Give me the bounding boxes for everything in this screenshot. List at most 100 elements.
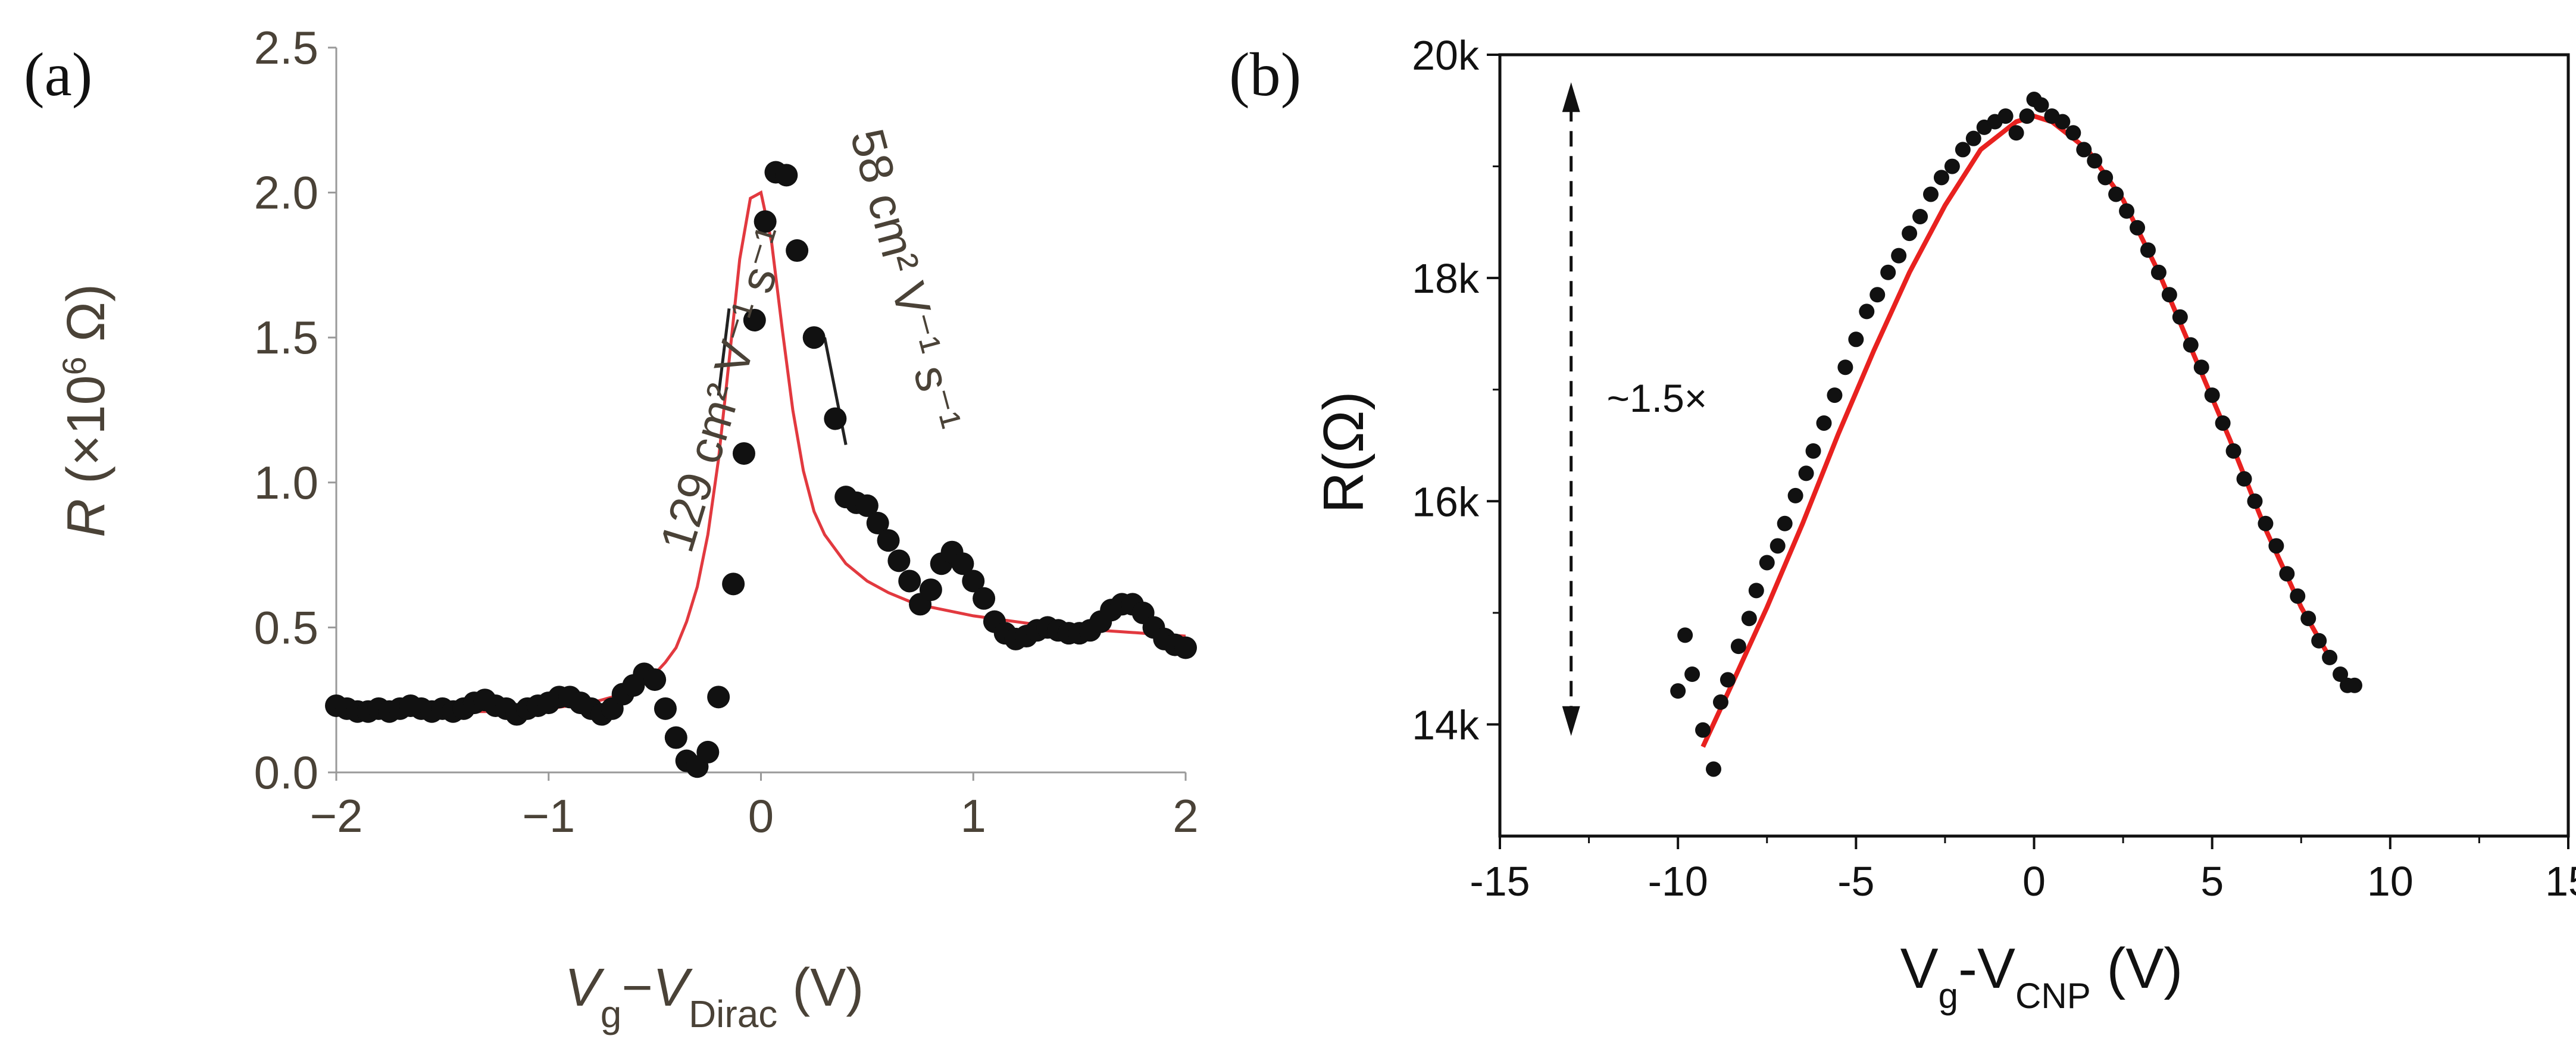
y-tick-label: 1.0 (254, 456, 318, 509)
data-point (1891, 248, 1907, 264)
data-point (2247, 493, 2263, 509)
panel-a-ticks: −2 −1 0 1 2 0.0 0.5 1.0 1.5 2.0 2.5 (254, 21, 1199, 842)
data-point (696, 740, 720, 763)
data-point (754, 210, 777, 233)
data-point (664, 726, 687, 749)
data-point (1965, 130, 1981, 146)
panel-a: (a) −2 −1 0 1 2 0.0 0.5 1.0 1.5 2.0 2.5 129 cm² V⁻… (24, 21, 1199, 1035)
data-point (2258, 515, 2274, 531)
y-tick-label: 16k (1412, 478, 1480, 525)
y-label-suffix: Ω) (57, 284, 116, 356)
data-point (824, 407, 847, 430)
panel-b-x-label: Vg-VCNP (V) (1900, 937, 2183, 1016)
data-point (2322, 649, 2338, 665)
x-tick-label: 1 (961, 790, 986, 842)
slope-guide-line (717, 308, 731, 396)
data-point (643, 668, 667, 691)
x-label-sub1: g (601, 993, 622, 1035)
data-point (1670, 683, 1686, 699)
x-tick-label: 2 (1173, 790, 1198, 842)
data-point (2193, 359, 2209, 375)
data-point (2065, 125, 2081, 141)
data-point (2215, 415, 2231, 431)
data-point (2076, 142, 2092, 158)
data-point (707, 686, 730, 709)
x-label-sub2: Dirac (689, 993, 777, 1035)
data-point (1997, 108, 2014, 124)
panel-b: (b) -15 -10 -5 0 5 10 15 14k 16k 18k 20k ~1.5× R(Ω… (1229, 32, 2576, 1016)
data-point (2087, 153, 2103, 169)
data-point (1912, 208, 1928, 224)
y-label-prefix: (×10 (57, 375, 116, 499)
annotation-mobility-left: 129 cm² V⁻¹ s⁻¹ (650, 221, 799, 558)
data-point (802, 326, 826, 349)
data-point (2119, 203, 2135, 219)
y-tick-label: 2.5 (254, 21, 318, 74)
y-tick-label: 1.5 (254, 311, 318, 364)
x-label-v2: V (653, 958, 693, 1018)
data-point (732, 442, 755, 465)
data-point (1859, 303, 1875, 320)
x-label-v1: V (1900, 937, 1939, 1000)
panel-b-data-points (1670, 92, 2362, 777)
data-point (1695, 722, 1711, 738)
data-point (898, 569, 921, 593)
data-point (2172, 309, 2188, 325)
data-point (1748, 583, 1764, 599)
y-tick-label: 0.0 (254, 746, 318, 799)
data-point (2108, 186, 2124, 202)
x-label-unit: (V) (777, 958, 864, 1018)
data-point (1787, 487, 1803, 503)
data-point (2347, 677, 2362, 693)
x-label-unit: (V) (2091, 937, 2183, 1000)
x-tick-label: −1 (522, 790, 575, 842)
data-point (877, 529, 900, 552)
data-point (2300, 611, 2316, 627)
x-tick-label: −2 (310, 790, 363, 842)
y-tick-label: 18k (1412, 255, 1480, 302)
x-tick-label: -10 (1648, 858, 1708, 905)
data-point (2033, 97, 2049, 113)
data-point (951, 552, 974, 575)
x-tick-label: -15 (1470, 858, 1530, 905)
panel-b-ticks: -15 -10 -5 0 5 10 15 14k 16k 18k 20k (1412, 32, 2576, 905)
x-tick-label: 0 (748, 790, 774, 842)
data-point (2290, 588, 2306, 604)
data-point (2097, 170, 2114, 186)
data-point (866, 512, 889, 535)
data-point (1730, 639, 1746, 655)
x-tick-label: 0 (2022, 858, 2046, 905)
data-point (1902, 226, 1918, 242)
data-point (2225, 443, 2242, 459)
data-point (887, 549, 911, 572)
data-point (1770, 538, 1786, 554)
data-point (1720, 672, 1736, 688)
data-point (1955, 142, 1971, 158)
data-point (654, 697, 677, 720)
data-point (2140, 242, 2156, 258)
y-tick-label: 2.0 (254, 167, 318, 219)
data-point (2333, 666, 2349, 683)
panel-b-y-label: R(Ω) (1312, 391, 1375, 513)
data-point (1684, 666, 1700, 683)
data-point (1777, 515, 1793, 531)
data-point (786, 239, 809, 262)
panel-a-y-label: R (×106 Ω) (55, 284, 117, 537)
arrow-head-down (1562, 706, 1580, 736)
data-point (2183, 337, 2199, 353)
annotation-mobility-right: 58 cm² V⁻¹ s⁻¹ (840, 124, 972, 436)
data-point (962, 569, 985, 593)
x-label-sub1: g (1939, 976, 1958, 1016)
data-point (2150, 264, 2167, 280)
data-point (855, 494, 879, 517)
data-point (1677, 627, 1693, 643)
data-point (1944, 158, 1960, 174)
panel-b-fit-curve (1700, 114, 2332, 748)
data-point (919, 578, 942, 602)
data-point (1805, 443, 1821, 459)
panel-b-frame (1498, 53, 2570, 838)
x-label-minus: − (621, 958, 653, 1018)
data-point (1870, 287, 1886, 303)
x-label-v2: V (1977, 937, 2015, 1000)
